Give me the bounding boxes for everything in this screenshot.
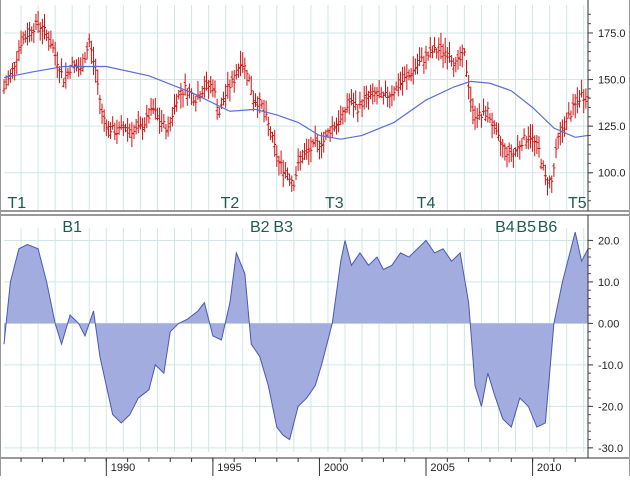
osc-annotation-label: B3 <box>273 219 293 236</box>
osc-annotation-label: B6 <box>538 219 558 236</box>
time-axis-label: 2010 <box>537 462 561 474</box>
time-axis: 1990 1995 2000 2005 2010 <box>0 457 630 476</box>
panel-gap <box>0 211 630 215</box>
price-ytick-label: 150.0 <box>598 75 626 87</box>
oscillator-line <box>3 232 589 441</box>
price-ytick-label: 100.0 <box>598 168 626 180</box>
price-annotation-label: T2 <box>221 195 240 212</box>
price-ytick-label: 175.0 <box>598 28 626 40</box>
time-axis-bg <box>0 458 630 476</box>
time-axis-label: 2000 <box>324 462 348 474</box>
osc-annotation-label: B1 <box>62 219 82 236</box>
osc-annotation-label: B2 <box>250 219 270 236</box>
osc-ytick-label: -30.0 <box>598 443 623 455</box>
time-axis-label: 2005 <box>430 462 454 474</box>
osc-ytick-label: -20.0 <box>598 401 623 413</box>
osc-ytick-label: 0.00 <box>598 318 619 330</box>
osc-ytick-label: -10.0 <box>598 360 623 372</box>
price-ytick-label: 125.0 <box>598 121 626 133</box>
osc-ytick-label: 10.0 <box>598 277 619 289</box>
price-panel: 100.0 125.0 150.0 175.0 T1 T2 T3 T4 T5 <box>2 5 626 212</box>
moving-average-line <box>3 65 589 140</box>
price-annotation-label: T1 <box>7 195 26 212</box>
oscillator-area <box>4 232 588 440</box>
price-annotation-label: T4 <box>417 195 436 212</box>
oscillator-panel: 20.0 10.0 0.00 -10.0 -20.0 -30.0 B1 B2 B3 B4 B5 B6 <box>3 219 623 455</box>
time-axis-label: 1995 <box>217 462 241 474</box>
time-axis-label: 1990 <box>111 462 135 474</box>
price-annotation-label: T5 <box>568 195 587 212</box>
osc-annotation-label: B5 <box>516 219 536 236</box>
osc-annotation-label: B4 <box>495 219 515 236</box>
osc-ytick-label: 20.0 <box>598 235 619 247</box>
price-annotation-label: T3 <box>325 195 344 212</box>
